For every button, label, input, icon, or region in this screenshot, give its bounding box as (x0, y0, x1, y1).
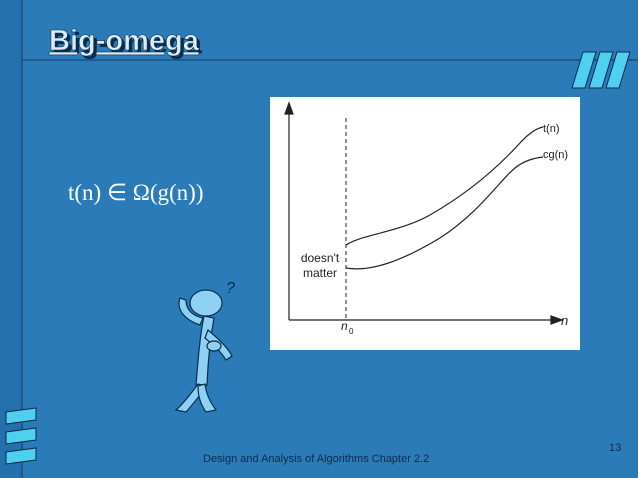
logo-bottom (5, 407, 37, 465)
lower-curve-label: cg(n) (543, 149, 568, 161)
upper-curve-label: t(n) (543, 123, 560, 135)
left-band (0, 0, 22, 478)
graph-drawing (284, 101, 564, 325)
threshold-subscript: 0 (349, 327, 354, 336)
note-line: matter (303, 266, 337, 280)
thinking-figure (174, 289, 233, 413)
graph-panel (270, 97, 580, 350)
formula: t(n) ∈ Ω(g(n)) (68, 180, 203, 205)
question-mark: ? (226, 280, 235, 297)
footer: Design and Analysis of Algorithms Chapte… (203, 453, 429, 465)
x-axis-label: n (561, 313, 568, 328)
threshold-label: n (341, 319, 348, 333)
note-line: doesn't (301, 251, 340, 265)
title-shadow: Big-omega (52, 28, 203, 60)
logo-top (571, 51, 631, 89)
page-number: 13 (609, 442, 621, 454)
title: Big-omega (49, 25, 200, 57)
